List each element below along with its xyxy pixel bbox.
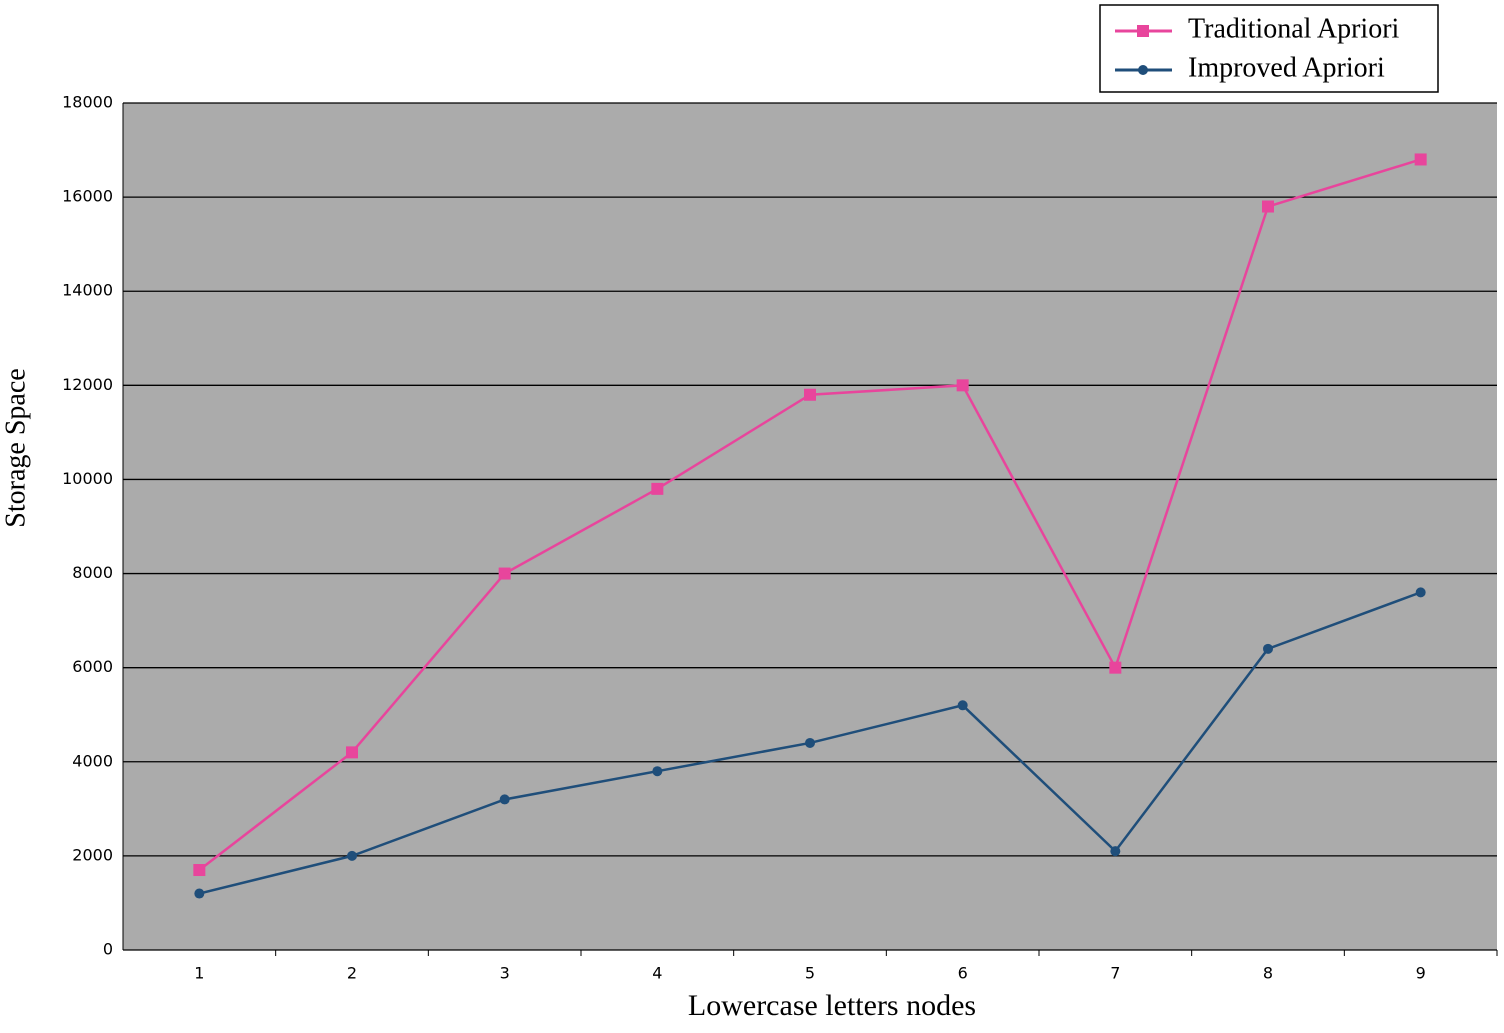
y-tick-label: 16000 [62, 187, 113, 206]
x-axis-label: Lowercase letters nodes [688, 989, 976, 1022]
data-point [194, 888, 205, 899]
y-tick-label: 12000 [62, 375, 113, 394]
plot-area [123, 103, 1497, 950]
y-tick-label: 10000 [62, 469, 113, 488]
data-point [1110, 846, 1121, 857]
data-point [498, 567, 511, 580]
legend-label: Improved Apriori [1188, 52, 1385, 83]
x-tick-label: 6 [958, 964, 968, 983]
x-tick-label: 9 [1416, 964, 1426, 983]
data-point [346, 746, 358, 759]
y-tick-label: 18000 [62, 93, 113, 112]
legend [1099, 4, 1439, 93]
y-tick-label: 4000 [72, 751, 113, 770]
data-point [1109, 661, 1122, 674]
data-point [804, 388, 816, 401]
data-point [499, 794, 510, 805]
data-point [1263, 643, 1273, 654]
x-tick-label: 2 [347, 964, 357, 983]
data-point [805, 737, 815, 748]
y-tick-label: 8000 [72, 563, 113, 582]
data-point [347, 850, 357, 861]
x-tick-label: 4 [652, 964, 662, 983]
data-point [193, 864, 206, 877]
legend-marker [1138, 65, 1148, 75]
data-point [652, 766, 663, 777]
data-point [956, 379, 969, 392]
y-tick-label: 2000 [72, 845, 113, 864]
data-point [1262, 200, 1274, 213]
data-point [1414, 153, 1427, 166]
data-point [651, 482, 664, 495]
y-tick-label: 14000 [62, 281, 113, 300]
y-tick-label: 0 [103, 940, 113, 959]
x-tick-label: 8 [1263, 964, 1273, 983]
y-tick-label: 6000 [72, 657, 113, 676]
legend-label: Traditional Apriori [1188, 13, 1400, 44]
x-tick-label: 3 [500, 964, 510, 983]
data-point [1415, 587, 1426, 598]
x-tick-label: 1 [194, 964, 204, 983]
data-point [957, 700, 968, 711]
legend-marker [1137, 25, 1149, 37]
y-axis-label: Storage Space [0, 368, 31, 527]
x-tick-label: 5 [805, 964, 815, 983]
x-tick-label: 7 [1110, 964, 1120, 983]
